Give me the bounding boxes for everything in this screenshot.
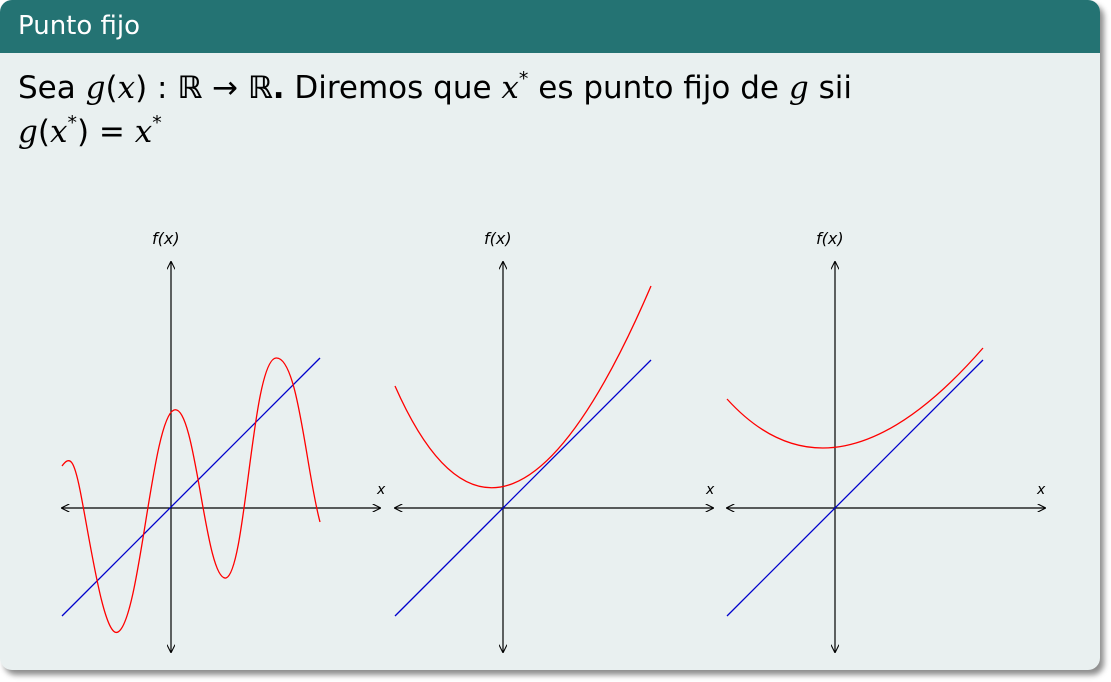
plot-parabola-tangent: x f(x)	[727, 229, 1046, 652]
x-label: x	[705, 482, 715, 498]
math-g-2: g	[788, 70, 809, 106]
math-x: x	[117, 70, 136, 106]
curve-parabola	[394, 285, 652, 489]
math-reals-2: ℝ.	[247, 70, 285, 106]
y-label: f(x)	[816, 229, 844, 248]
plots-figure: x f(x) x f(x) x f(x)	[0, 229, 1046, 670]
plot-parabola-touching: x f(x)	[395, 229, 715, 652]
x-label: x	[1036, 482, 1046, 498]
math-g-3: g	[18, 114, 38, 150]
math-star-2: *	[67, 112, 77, 134]
math-reals: ℝ	[177, 70, 203, 106]
math-eq: =	[98, 114, 125, 150]
math-xstar-3: x	[134, 114, 153, 150]
identity-line	[61, 357, 321, 617]
identity-line	[394, 359, 652, 617]
math-g: g	[85, 70, 106, 106]
definition-text: Sea g(x) : ℝ → ℝ. Diremos que x* es punt…	[18, 68, 852, 151]
x-label: x	[376, 482, 386, 498]
math-star-3: *	[152, 112, 162, 134]
word-diremos: Diremos que	[294, 70, 492, 106]
math-xstar: x	[501, 70, 519, 106]
plot-oscillating: x f(x)	[62, 229, 386, 652]
word-sea: Sea	[18, 70, 76, 106]
math-arrow: →	[212, 70, 239, 106]
y-label: f(x)	[152, 229, 180, 248]
word-sii: sii	[818, 70, 852, 106]
curve-oscillating	[61, 357, 321, 633]
math-colon: :	[157, 70, 168, 106]
y-label: f(x)	[484, 229, 512, 248]
block-title: Punto fijo	[0, 0, 1100, 53]
curve-parabola-tangent	[726, 347, 984, 449]
identity-line	[726, 359, 984, 617]
math-xstar-2: x	[49, 114, 68, 150]
word-es-punto: es punto fijo de	[538, 70, 779, 106]
theorem-block: Punto fijo Sea g(x) : ℝ → ℝ. Diremos que…	[0, 0, 1100, 670]
math-star: *	[518, 68, 529, 90]
